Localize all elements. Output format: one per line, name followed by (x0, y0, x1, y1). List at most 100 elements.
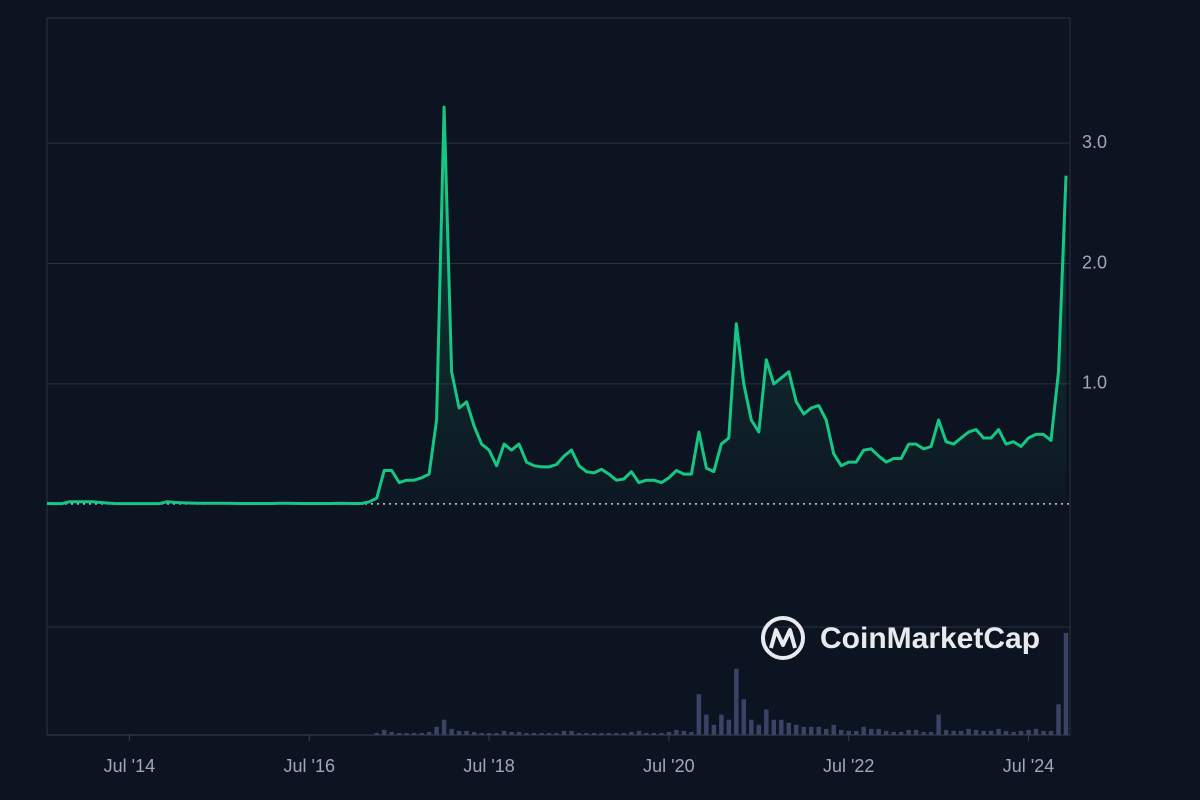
volume-bar (1011, 731, 1016, 735)
volume-bar (861, 726, 866, 735)
volume-bar (996, 728, 1001, 735)
volume-bar (689, 731, 694, 735)
volume-bar (1033, 728, 1039, 735)
volume-bar (471, 731, 477, 735)
volume-bar (868, 728, 874, 735)
volume-bar (973, 729, 979, 735)
volume-bar (569, 730, 574, 735)
volume-bar (928, 731, 934, 735)
volume-bar (756, 724, 762, 735)
volume-bar (1018, 730, 1024, 735)
volume-bar (1063, 633, 1069, 735)
volume-bar (524, 732, 529, 735)
x-tick-label: Jul '24 (1003, 756, 1054, 776)
volume-bar (786, 722, 792, 735)
volume-bar (719, 714, 724, 735)
volume-bar (711, 724, 717, 735)
volume-bar (696, 694, 702, 735)
volume-bar (584, 732, 589, 735)
volume-bar (794, 724, 799, 735)
volume-bar (411, 732, 417, 735)
volume-bar (404, 732, 409, 735)
volume-bar (479, 732, 484, 735)
volume-bar (366, 734, 372, 735)
logo-mark (769, 628, 797, 649)
x-tick-label: Jul '16 (284, 756, 335, 776)
volume-bar (576, 732, 582, 735)
x-tick-label: Jul '18 (463, 756, 514, 776)
volume-bar (659, 732, 664, 735)
volume-bar (1041, 730, 1046, 735)
volume-bar (816, 726, 821, 735)
volume-bar (824, 728, 829, 735)
volume-bar (494, 732, 499, 735)
volume-bar (943, 729, 949, 735)
volume-bar (374, 732, 379, 735)
volume-bar (396, 732, 402, 735)
volume-bar (644, 732, 649, 735)
volume-bar (704, 714, 709, 735)
volume-bar (771, 719, 777, 735)
y-tick-label: 1.0 (1082, 373, 1107, 393)
volume-bar (1026, 729, 1031, 735)
volume-bar (838, 729, 844, 735)
x-tick-label: Jul '20 (643, 756, 694, 776)
watermark: CoinMarketCap (761, 616, 1040, 660)
volume-bar (426, 731, 432, 735)
volume-bar (681, 730, 687, 735)
volume-bar (988, 730, 994, 735)
volume-bar (981, 730, 986, 735)
volume-bar (561, 730, 567, 735)
volume-bar (846, 730, 851, 735)
volume-bar (853, 730, 859, 735)
volume-bar (876, 728, 881, 735)
volume-bar (464, 730, 469, 735)
volume-bar (951, 730, 956, 735)
volume-bar (501, 730, 507, 735)
volume-bar (606, 732, 612, 735)
volume-bar (434, 726, 439, 735)
volume-bar (509, 731, 514, 735)
price-area (47, 107, 1066, 504)
volume-bar (381, 729, 387, 735)
volume-bar (449, 728, 454, 735)
x-tick-label: Jul '14 (104, 756, 155, 776)
volume-bar (599, 732, 604, 735)
volume-bar (1048, 730, 1054, 735)
volume-bar (651, 732, 657, 735)
volume-bar (898, 731, 904, 735)
price-line (46, 105, 1068, 506)
volume-bar (486, 732, 492, 735)
volume-bar (779, 719, 784, 735)
volume-bar (921, 731, 926, 735)
volume-bar (629, 731, 634, 735)
volume-bar (614, 732, 619, 735)
volume-bar (764, 709, 769, 735)
volume-bar (936, 714, 941, 735)
volume-bar (809, 726, 814, 735)
volume-bar (419, 732, 424, 735)
volume-bar (546, 732, 552, 735)
volume-bar (674, 729, 679, 735)
watermark-text: CoinMarketCap (820, 622, 1040, 655)
volume-bar (666, 731, 672, 735)
volume-bar (554, 732, 559, 735)
volume-bar (831, 724, 836, 735)
logo (761, 616, 805, 660)
volume-bar (531, 732, 537, 735)
volume-bar (749, 719, 754, 735)
volume-bar (1003, 730, 1009, 735)
volume-bar (636, 730, 642, 735)
volume-bar (734, 668, 739, 735)
volume-bar (516, 731, 522, 735)
volume-bar (726, 719, 732, 735)
y-tick-label: 3.0 (1082, 132, 1107, 152)
volume-bar (591, 732, 597, 735)
volume-bar (621, 732, 627, 735)
x-tick-label: Jul '22 (823, 756, 874, 776)
volume-bar (1056, 704, 1061, 735)
volume-bar (539, 732, 544, 735)
